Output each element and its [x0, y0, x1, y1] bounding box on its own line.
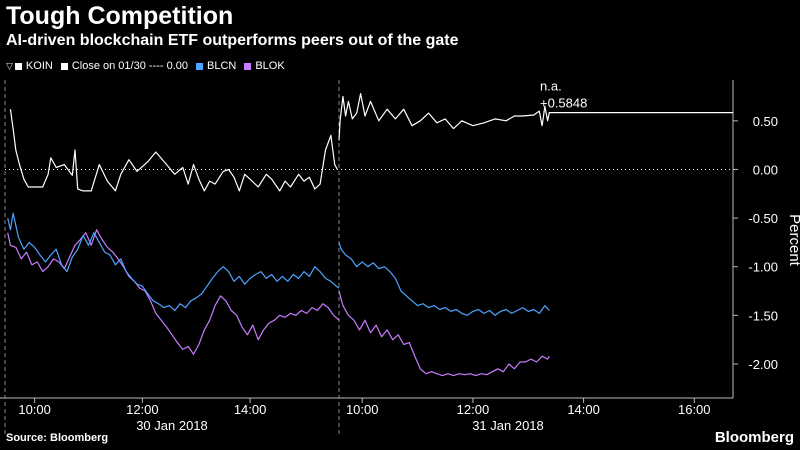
legend-label-close: Close on 01/30 ---- 0.00 — [71, 60, 188, 72]
y-axis-label: Percent — [786, 214, 800, 267]
legend-indicator-icon: ▽ — [6, 60, 13, 71]
annotation-last-value: +0.5848 — [540, 96, 587, 111]
annotation-na: n.a. — [540, 79, 562, 94]
legend-item-koin[interactable]: ▽ KOIN — [6, 60, 53, 72]
x-tick-label: 10:00 — [18, 402, 51, 417]
legend-swatch-close — [60, 62, 68, 70]
series-line-koin-day2 — [338, 92, 733, 141]
x-tick-label: 16:00 — [678, 402, 711, 417]
legend-item-blcn[interactable]: BLCN — [196, 60, 236, 72]
series-line-blcn-day2 — [338, 242, 550, 316]
series-line-blcn-day1 — [7, 212, 340, 312]
chart-legend: ▽ KOIN Close on 01/30 ---- 0.00 BLCN BLO… — [6, 58, 293, 74]
y-tick-label: 0.00 — [753, 162, 778, 177]
y-tick-label: -1.50 — [748, 308, 778, 323]
x-tick-label: 10:00 — [346, 402, 379, 417]
y-tick-label: -0.50 — [748, 211, 778, 226]
legend-swatch-koin — [14, 62, 22, 70]
series-line-blok-day1 — [7, 229, 340, 355]
x-tick-label: 14:00 — [567, 402, 600, 417]
x-tick-label: 12:00 — [457, 402, 490, 417]
legend-label-blcn: BLCN — [207, 60, 237, 72]
source-note: Source: Bloomberg — [6, 432, 109, 444]
series-line-blok-day2 — [338, 290, 550, 377]
legend-swatch-blok — [244, 62, 252, 70]
series-line-koin-day1 — [9, 109, 338, 192]
x-tick-label: 14:00 — [234, 402, 267, 417]
day-label: 31 Jan 2018 — [472, 418, 544, 433]
legend-item-blok[interactable]: BLOK — [244, 60, 285, 72]
legend-swatch-blcn — [196, 62, 203, 70]
y-tick-label: -2.00 — [748, 357, 778, 372]
y-tick-label: 0.50 — [753, 114, 778, 129]
day-label: 30 Jan 2018 — [136, 418, 208, 433]
legend-label-koin: KOIN — [25, 60, 53, 72]
legend-label-blok: BLOK — [255, 60, 285, 72]
chart-subtitle: AI-driven blockchain ETF outperforms pee… — [6, 32, 459, 49]
y-tick-label: -1.00 — [748, 260, 778, 275]
bloomberg-logo: Bloomberg — [714, 429, 794, 446]
legend-item-close[interactable]: Close on 01/30 ---- 0.00 — [60, 60, 188, 72]
x-tick-label: 12:00 — [126, 402, 159, 417]
chart-title: Tough Competition — [6, 2, 234, 30]
